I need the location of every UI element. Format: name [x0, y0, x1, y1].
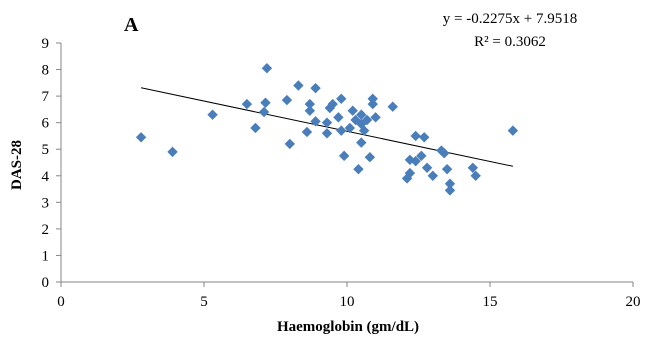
- data-point: [333, 112, 343, 122]
- panel-label: A: [124, 14, 139, 36]
- data-points: [136, 63, 518, 196]
- data-point: [370, 112, 380, 122]
- data-point: [259, 107, 269, 117]
- y-tick-label: 2: [42, 222, 50, 238]
- data-point: [339, 151, 349, 161]
- trendline-r-squared: R² = 0.3062: [474, 34, 546, 50]
- data-point: [348, 106, 358, 116]
- data-point: [336, 125, 346, 135]
- y-tick-label: 1: [42, 248, 50, 264]
- data-point: [356, 137, 366, 147]
- data-point: [445, 185, 455, 195]
- data-point: [136, 132, 146, 142]
- data-point: [260, 98, 270, 108]
- data-point: [285, 139, 295, 149]
- data-point: [410, 131, 420, 141]
- data-point: [302, 127, 312, 137]
- y-tick-label: 8: [42, 63, 50, 79]
- data-point: [368, 94, 378, 104]
- x-tick-label: 5: [200, 294, 208, 310]
- x-tick-label: 20: [626, 294, 641, 310]
- data-point: [242, 99, 252, 109]
- data-point: [442, 164, 452, 174]
- x-tick-label: 0: [57, 294, 65, 310]
- data-point: [422, 163, 432, 173]
- data-point: [310, 83, 320, 93]
- data-point: [365, 152, 375, 162]
- x-tick-label: 10: [340, 294, 355, 310]
- y-tick-label: 3: [42, 195, 50, 211]
- y-axis-title: DAS-28: [9, 140, 25, 190]
- data-point: [419, 132, 429, 142]
- y-tick-label: 5: [42, 142, 50, 158]
- data-point: [207, 110, 217, 120]
- x-tick-label: 15: [483, 294, 498, 310]
- y-tick-label: 4: [42, 169, 50, 185]
- data-point: [322, 128, 332, 138]
- data-point: [305, 99, 315, 109]
- data-point: [345, 123, 355, 133]
- data-point: [293, 80, 303, 90]
- y-tick-label: 6: [42, 116, 50, 132]
- data-point: [262, 63, 272, 73]
- y-tick-label: 9: [42, 36, 50, 52]
- y-tick-label: 7: [42, 89, 50, 105]
- axes: [61, 43, 633, 282]
- y-axis-ticks: 0 1 2 3 4 5 6 7 8 9: [42, 36, 62, 291]
- trendline-equation: y = -0.2275x + 7.9518: [443, 11, 577, 27]
- data-point: [388, 102, 398, 112]
- x-axis-title: Haemoglobin (gm/dL): [277, 319, 419, 335]
- data-point: [282, 95, 292, 105]
- data-point: [167, 147, 177, 157]
- data-point: [336, 94, 346, 104]
- data-point: [428, 171, 438, 181]
- data-point: [250, 123, 260, 133]
- data-point: [508, 125, 518, 135]
- data-point: [353, 164, 363, 174]
- y-tick-label: 0: [42, 275, 50, 291]
- x-axis-ticks: 0 5 10 15 20: [57, 282, 640, 310]
